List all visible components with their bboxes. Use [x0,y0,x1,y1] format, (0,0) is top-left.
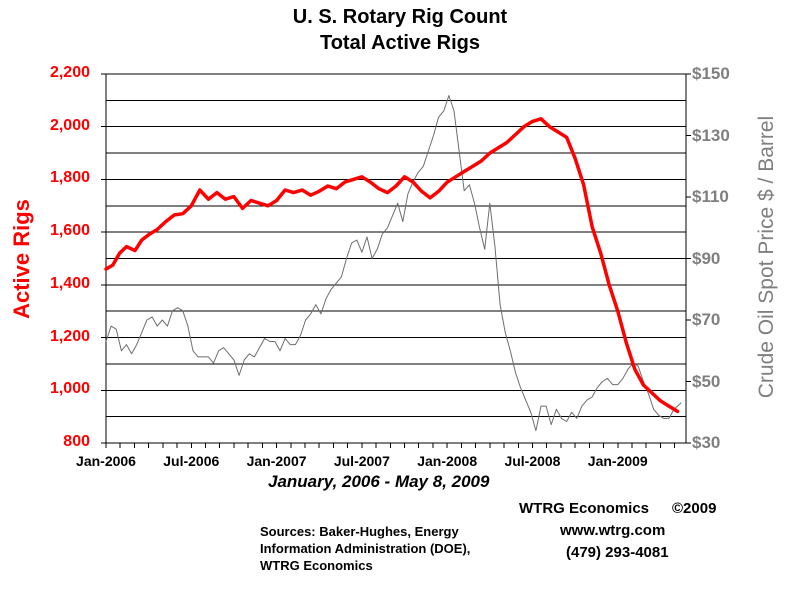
sources-block: Sources: Baker-Hughes, Energy Informatio… [260,523,470,574]
chart-title-line1: U. S. Rotary Rig Count [292,6,508,28]
y2-tick-label: $50 [692,371,721,391]
oil-price-line [105,95,682,432]
chart-subtitle-date-range: January, 2006 - May 8, 2009 [268,472,490,491]
oil-price-series [105,95,682,432]
y-tick-label: 800 [63,433,90,450]
y-tick-label: 1,600 [49,222,90,240]
y-tick-label: 1,000 [49,380,90,398]
rig-count-series [104,117,680,414]
y-tick-label: 1,200 [49,327,90,345]
y-tick-label: 2,000 [49,116,90,134]
sources-line-3: WTRG Economics [260,558,373,573]
y2-tick-label: $90 [692,248,721,268]
y2-tick-label: $30 [692,433,721,452]
y2-tick-label: $70 [692,310,721,329]
grid-lines [106,73,686,444]
credit-company: WTRG Economics [519,500,650,517]
x-axis-ticks [101,73,691,448]
x-tick-label: Jul-2008 [504,453,561,469]
sources-line-2: Information Administration (DOE), [260,541,471,556]
y-tick-label: 1,400 [49,274,90,292]
rig-count-line [104,117,680,414]
x-tick-label: Jan-2007 [246,453,307,469]
x-tick-label: Jan-2006 [76,453,136,469]
y2-tick-label: $110 [692,187,729,206]
y2-tick-label: $130 [692,125,730,145]
y-tick-label: 1,800 [49,169,90,187]
credit-website: www.wtrg.com [560,522,666,539]
x-tick-label: Jul-2006 [163,453,220,469]
y-tick-label: 2,200 [49,64,90,81]
x-tick-label: Jan-2009 [587,453,648,469]
sources-line-1: Sources: Baker-Hughes, Energy [260,524,459,539]
credit-copyright: ©2009 [672,500,717,517]
chart-title-line2: Total Active Rigs [319,32,481,54]
x-tick-label: Jul-2007 [333,453,390,469]
y2-tick-label: $150 [692,64,730,83]
x-tick-label: Jan-2008 [417,453,478,469]
credit-phone: (479) 293-4081 [566,544,669,561]
